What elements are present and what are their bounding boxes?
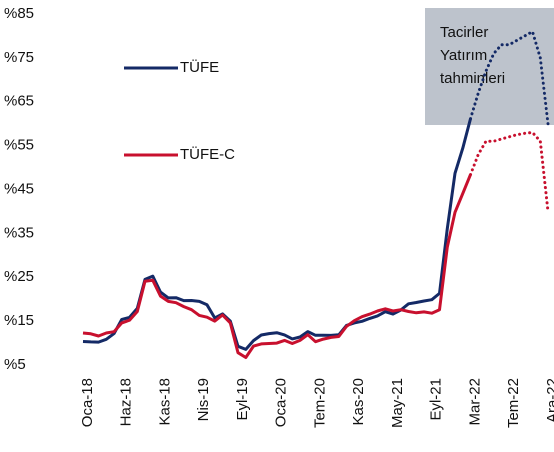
x-tick-label: Tem-20 (311, 378, 328, 428)
x-tick-label: Haz-18 (118, 378, 135, 426)
y-tick-label: %65 (4, 93, 34, 110)
forecast-line (469, 29, 550, 126)
y-tick-label: %5 (4, 356, 26, 373)
x-tick-label: Kas-18 (156, 378, 173, 426)
x-tick-label: Oca-20 (273, 378, 290, 427)
annotation: Tacirler (440, 24, 488, 41)
x-tick-label: Eyl-21 (428, 378, 445, 421)
y-tick-label: %35 (4, 224, 34, 241)
legend-label: TÜFE (180, 58, 219, 76)
y-tick-label: %45 (4, 180, 34, 197)
x-tick-label: Nis-19 (195, 378, 212, 421)
series-line (82, 118, 472, 351)
y-tick-label: %85 (4, 5, 34, 22)
y-tick-label: %25 (4, 268, 34, 285)
series-line (82, 174, 472, 359)
annotation: tahminleri (440, 70, 505, 87)
x-tick-label: Kas-20 (350, 378, 367, 426)
y-tick-label: %15 (4, 312, 34, 329)
y-tick-label: %75 (4, 49, 34, 66)
legend-label: TÜFE-C (180, 145, 235, 163)
x-tick-label: Mar-22 (466, 378, 483, 426)
x-tick-label: Ara-22 (544, 378, 554, 423)
annotation: Yatırım (440, 47, 487, 64)
x-tick-label: Oca-18 (79, 378, 96, 427)
x-tick-label: May-21 (389, 378, 406, 428)
x-tick-label: Tem-22 (505, 378, 522, 428)
x-tick-label: Eyl-19 (234, 378, 251, 421)
forecast-line (469, 130, 550, 213)
y-tick-label: %55 (4, 137, 34, 154)
